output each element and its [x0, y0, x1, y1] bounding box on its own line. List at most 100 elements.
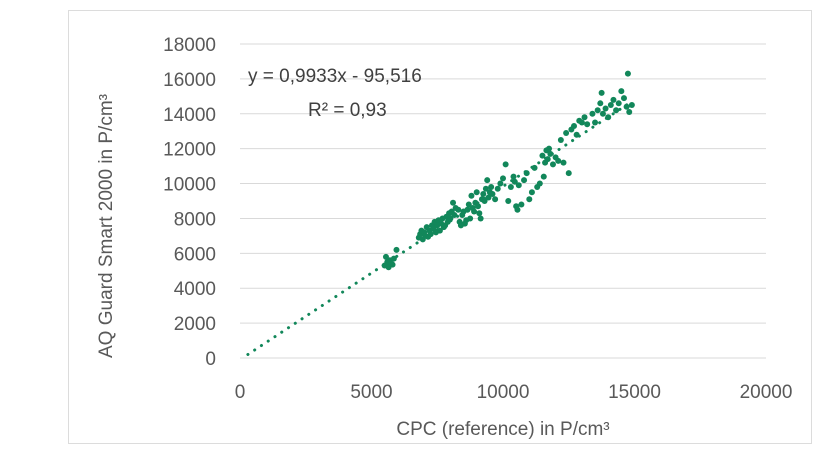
data-point: [451, 211, 458, 218]
data-point: [497, 180, 504, 187]
data-point: [505, 198, 512, 204]
data-point: [607, 102, 614, 109]
data-point: [605, 114, 612, 121]
data-point: [427, 231, 434, 238]
data-point: [528, 189, 535, 196]
data-point: [390, 255, 397, 262]
data-point: [510, 173, 517, 180]
data-point: [618, 88, 625, 95]
y-tick-label: 18000: [163, 35, 216, 56]
data-point: [482, 185, 489, 192]
data-point: [465, 201, 472, 208]
data-point: [447, 215, 454, 222]
data-point: [511, 178, 518, 185]
x-tick-label: 20000: [740, 382, 793, 403]
x-tick-label: 0: [235, 382, 246, 403]
data-point: [624, 70, 631, 77]
y-tick-label: 8000: [174, 209, 216, 230]
data-point: [597, 100, 604, 107]
data-point: [484, 177, 491, 184]
data-point: [494, 185, 501, 192]
data-point: [489, 191, 496, 198]
data-point: [382, 253, 389, 260]
data-point: [571, 122, 578, 129]
x-tick-label: 15000: [608, 382, 661, 403]
data-point: [539, 152, 546, 159]
data-point: [485, 194, 492, 201]
data-point: [549, 161, 556, 168]
y-tick-label: 4000: [174, 279, 216, 300]
data-point: [467, 215, 474, 222]
x-tick-label: 10000: [477, 382, 530, 403]
data-point: [526, 196, 533, 203]
y-axis-title: AQ Guard Smart 2000 in P/cm³: [96, 94, 117, 358]
data-point: [389, 261, 396, 268]
data-point: [476, 210, 483, 217]
data-point: [473, 189, 480, 196]
data-point: [450, 199, 457, 206]
data-point: [544, 156, 551, 163]
data-point: [599, 110, 606, 117]
data-point: [393, 246, 400, 253]
data-point: [555, 157, 562, 164]
data-point: [540, 173, 547, 180]
data-point: [471, 208, 478, 215]
data-point: [592, 119, 599, 126]
trendline-equation: y = 0,9933x - 95,516: [248, 66, 422, 87]
y-tick-label: 6000: [174, 244, 216, 265]
trendline-r2: R² = 0,93: [308, 100, 387, 121]
data-point: [502, 161, 509, 168]
data-point: [475, 203, 482, 210]
data-point: [598, 89, 605, 96]
data-point: [610, 96, 617, 103]
x-tick-label: 5000: [350, 382, 392, 403]
data-point: [464, 206, 471, 213]
data-point: [563, 129, 570, 136]
data-point: [523, 170, 530, 177]
y-tick-label: 0: [205, 349, 216, 370]
data-point: [573, 131, 580, 138]
data-point: [547, 150, 554, 157]
data-point: [488, 184, 495, 191]
data-point: [628, 102, 635, 109]
y-tick-label: 2000: [174, 314, 216, 335]
data-point: [620, 95, 627, 102]
data-point: [578, 119, 585, 126]
data-points: [381, 70, 635, 271]
chart-area: [68, 10, 812, 444]
data-point: [623, 103, 630, 110]
data-point: [536, 180, 543, 187]
y-tick-label: 12000: [163, 140, 216, 161]
data-point: [531, 164, 538, 171]
data-point: [477, 215, 484, 222]
data-point: [481, 198, 488, 204]
data-point: [589, 110, 596, 117]
y-axis-ticks: 0 2000 4000 6000 8000 10000 12000 14000 16000 180…: [163, 35, 216, 370]
y-tick-label: 10000: [163, 175, 216, 196]
data-point: [515, 182, 522, 189]
y-tick-label: 16000: [163, 70, 216, 91]
data-point: [615, 100, 622, 107]
x-axis-ticks: 0 5000 10000 15000 20000: [235, 382, 793, 403]
data-point: [602, 105, 609, 112]
data-point: [594, 107, 601, 114]
data-point: [468, 192, 475, 199]
data-point: [521, 177, 528, 184]
data-point: [436, 227, 443, 234]
data-point: [507, 184, 514, 191]
data-point: [560, 159, 567, 166]
data-point: [514, 206, 521, 213]
data-point: [626, 109, 633, 116]
data-point: [584, 121, 591, 128]
data-point: [613, 107, 620, 114]
data-point: [546, 145, 553, 152]
data-point: [480, 191, 487, 198]
data-point: [455, 206, 462, 213]
data-point: [518, 201, 525, 208]
y-tick-label: 14000: [163, 105, 216, 126]
data-point: [500, 175, 506, 182]
data-point: [581, 114, 588, 121]
data-point: [557, 136, 564, 143]
data-point: [565, 170, 572, 177]
